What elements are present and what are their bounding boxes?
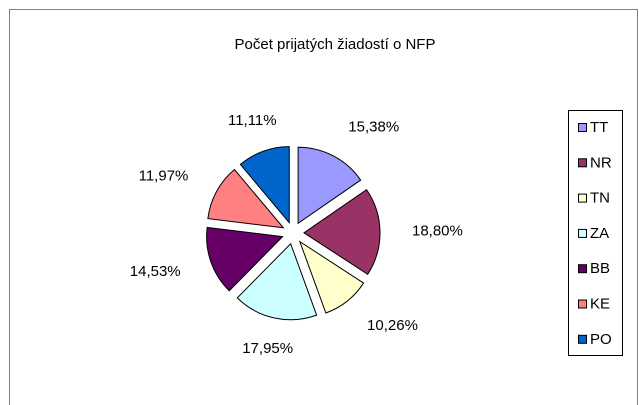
pie-slice	[207, 168, 285, 229]
legend-swatch	[578, 158, 587, 168]
legend-label: BB	[590, 260, 610, 277]
pie-slice	[303, 188, 381, 275]
legend-label: TT	[590, 119, 608, 136]
data-label: 11,97%	[139, 167, 189, 184]
pie-slice	[206, 226, 284, 292]
data-label: 15,38%	[348, 119, 399, 136]
legend-swatch	[578, 228, 587, 238]
legend-box	[568, 110, 623, 356]
pie-slice	[297, 146, 362, 225]
pie-slice	[236, 242, 318, 321]
chart-frame	[9, 9, 638, 405]
legend-label: ZA	[590, 225, 609, 242]
legend-label: NR	[590, 154, 612, 171]
legend-swatch	[578, 193, 587, 203]
chart-title: Počet prijatých žiadostí o NFP	[235, 36, 436, 53]
legend-label: TN	[590, 190, 610, 207]
legend-swatch	[578, 334, 587, 344]
legend-label: KE	[590, 295, 610, 312]
data-label: 10,26%	[367, 317, 418, 334]
legend-label: PO	[590, 331, 612, 348]
legend-swatch	[578, 264, 587, 274]
pie-slice	[298, 240, 365, 314]
data-label: 14,53%	[130, 263, 181, 280]
pie-slice	[239, 146, 290, 225]
data-label: 11,11%	[228, 112, 277, 129]
legend-swatch	[578, 123, 587, 132]
data-label: 17,95%	[242, 340, 293, 357]
legend-swatch	[578, 299, 587, 309]
data-label: 18,80%	[412, 222, 463, 239]
